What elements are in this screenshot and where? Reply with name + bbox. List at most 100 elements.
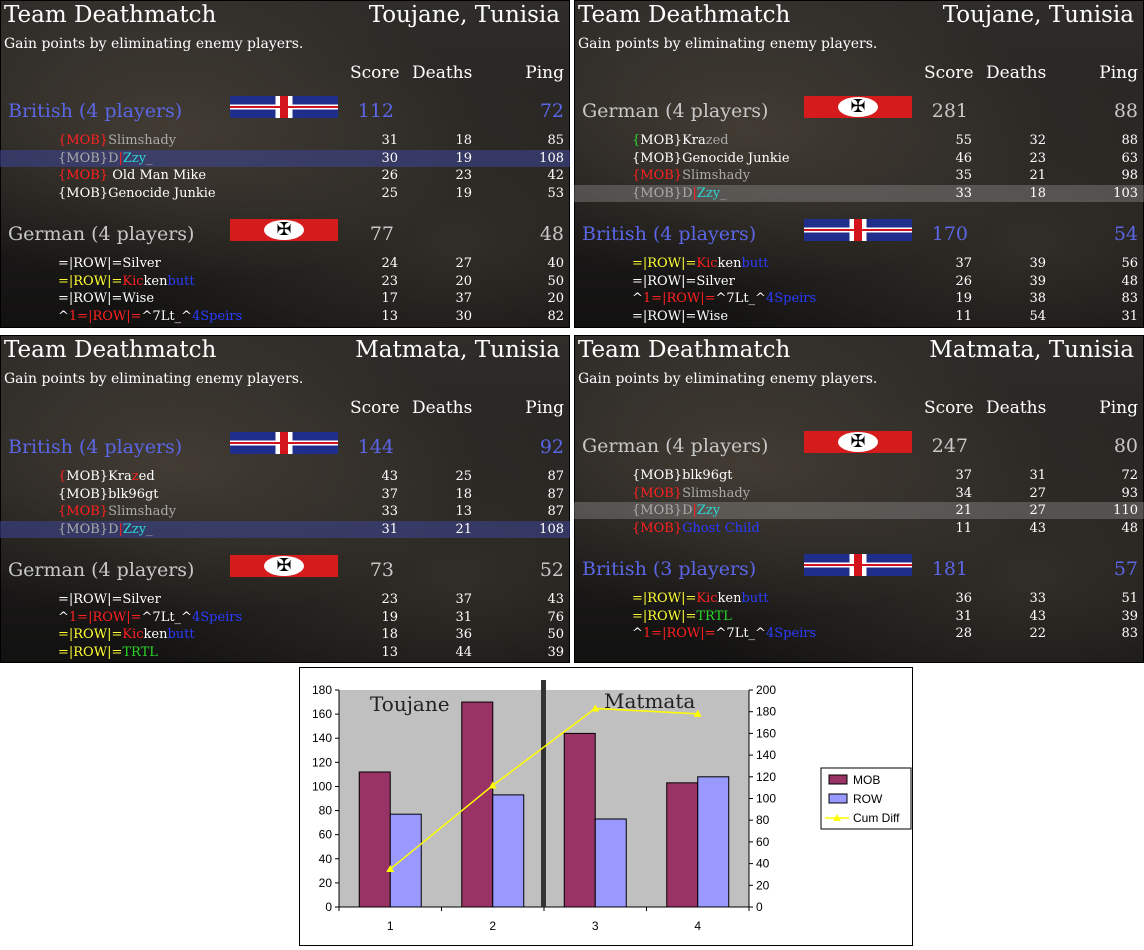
name-segment: {MOB}D [58, 150, 119, 166]
player-name: ^1=|ROW|=^7Lt_^4Speirs [58, 308, 242, 325]
team-header-german: German (4 players) ✠ 73 52 [8, 555, 564, 587]
name-segment: =|ROW|= [632, 256, 697, 271]
player-row: =|ROW|=Wise 17 37 20 [0, 290, 570, 307]
score-column-header: Score [924, 63, 974, 83]
player-row: ^1=|ROW|=^7Lt_^4Speirs 28 22 83 [574, 625, 1144, 642]
team-score: 112 [357, 100, 394, 122]
scoreboard-panel: Team Deathmatch Matmata, Tunisia Gain poin… [0, 335, 570, 663]
player-deaths: 33 [1029, 591, 1046, 606]
bar-row [389, 813, 422, 908]
legend-label: MOB [853, 773, 880, 787]
name-segment: {MOB}D [58, 521, 119, 537]
bar-row [594, 818, 627, 908]
game-mode-title: Team Deathmatch [4, 337, 217, 363]
team-score: 181 [931, 558, 968, 580]
bar-mob [666, 782, 699, 908]
team-score: 144 [357, 436, 394, 458]
name-segment: _ [146, 150, 153, 166]
player-row: =|ROW|=Wise 11 54 31 [574, 308, 1144, 325]
player-score: 23 [381, 592, 398, 607]
name-segment: butt [741, 591, 769, 606]
flag-disk [264, 220, 304, 240]
player-row: =|ROW|=Kickenbutt 36 33 51 [574, 590, 1144, 607]
player-ping: 39 [1121, 608, 1138, 624]
name-segment: TRTL [696, 608, 732, 624]
player-name: =|ROW|=Wise [58, 290, 154, 307]
player-row: =|ROW|=Silver 26 39 48 [574, 273, 1144, 290]
player-score: 34 [955, 485, 972, 501]
player-row: {MOB}Krazed 55 32 88 [574, 132, 1144, 149]
name-segment: ken [143, 627, 168, 643]
player-score: 37 [955, 256, 972, 271]
cross-symbol-icon: ✠ [850, 431, 866, 452]
player-score: 19 [381, 609, 398, 625]
y-tick-label: 160 [312, 707, 332, 721]
score-column-header: Score [350, 398, 400, 418]
player-score: 25 [381, 185, 398, 201]
union-jack-flag-icon [804, 554, 912, 576]
player-deaths: 37 [455, 291, 472, 307]
player-name: {MOB}D|Zzy_ [58, 521, 153, 538]
team-ping: 54 [1113, 223, 1138, 245]
player-score: 31 [955, 608, 972, 624]
name-segment: Kra [108, 469, 132, 484]
game-mode-title: Team Deathmatch [4, 2, 217, 28]
y-tick-label: 20 [319, 876, 333, 890]
player-score: 11 [955, 308, 972, 324]
player-score: 37 [381, 486, 398, 502]
name-segment: TRTL [122, 644, 158, 660]
player-name: =|ROW|=Kickenbutt [632, 590, 769, 607]
name-segment: {MOB}blk96gt [632, 468, 733, 483]
player-name: {MOB} Old Man Mike [58, 167, 206, 184]
point-cum-diff [488, 781, 497, 789]
name-segment: Slimshady [108, 504, 177, 520]
y2-tick-label: 120 [756, 770, 776, 784]
name-segment: ken [717, 591, 742, 606]
team-name: British (4 players) [582, 223, 757, 245]
name-segment: ^7Lt_^ [715, 291, 766, 307]
chart-svg: 0 20 40 60 80 100 120 140 160 180 0 20 40 60 80 100 120 1… [312, 680, 912, 933]
cross-symbol-icon: ✠ [850, 96, 866, 117]
player-score: 33 [955, 185, 972, 201]
legend-swatch-mob [828, 774, 848, 785]
team-name: German (4 players) [8, 559, 195, 581]
legend-label: Cum Diff [853, 811, 900, 825]
player-ping: 50 [547, 627, 564, 643]
x-tick-label: 1 [387, 919, 394, 933]
player-deaths: 23 [455, 168, 472, 184]
player-score: 55 [955, 133, 972, 148]
german-flag-icon: ✠ [804, 96, 912, 118]
player-row: {MOB}D|Zzy_ 30 19 108 [0, 149, 570, 167]
player-score: 11 [955, 520, 972, 536]
player-ping: 39 [547, 644, 564, 660]
player-deaths: 27 [1029, 503, 1046, 519]
player-deaths: 27 [1029, 485, 1046, 501]
player-deaths: 21 [455, 521, 472, 537]
flag-disk [264, 556, 304, 576]
point-cum-diff [386, 865, 395, 873]
name-segment: {MOB}Genocide Junkie [632, 150, 790, 166]
point-cum-diff [693, 709, 702, 717]
player-deaths: 39 [1029, 256, 1046, 271]
team-ping: 80 [1113, 435, 1138, 457]
game-mode-title: Team Deathmatch [578, 2, 791, 28]
player-ping: 48 [1121, 520, 1138, 536]
name-segment: 4Speirs [765, 291, 817, 307]
player-ping: 108 [539, 150, 564, 166]
player-row: =|ROW|=TRTL 13 44 39 [0, 644, 570, 661]
player-ping: 43 [547, 592, 564, 607]
team-ping: 92 [539, 436, 564, 458]
player-ping: 63 [1121, 150, 1138, 166]
name-segment: ^ [58, 609, 69, 625]
name-segment: {MOB} [632, 168, 683, 184]
ping-column-header: Ping [525, 398, 564, 418]
team-header-british: British (4 players) 170 54 [582, 219, 1138, 251]
player-deaths: 19 [455, 150, 472, 166]
cross-symbol-icon: ✠ [276, 555, 292, 576]
player-score: 33 [381, 504, 398, 520]
name-segment: _ [720, 185, 727, 201]
name-segment: MOB} [66, 469, 109, 484]
name-segment: 4Speirs [191, 308, 243, 324]
name-segment: {MOB} [632, 520, 683, 536]
player-row: {MOB}Genocide Junkie 25 19 53 [0, 185, 570, 202]
